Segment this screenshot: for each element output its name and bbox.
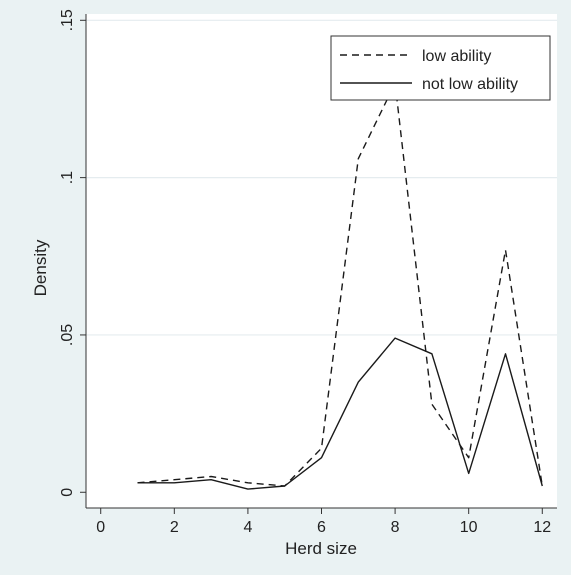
y-axis-title: Density [31,239,50,296]
x-axis-title: Herd size [285,539,357,558]
x-tick-label: 8 [391,519,400,536]
legend: low ability not low ability [330,35,551,101]
x-tick-label: 0 [96,519,105,536]
series-line-not-low-ability [137,337,543,490]
y-tick-label: 0 [59,488,76,497]
x-tick-label: 10 [460,519,478,536]
y-tick-label: .15 [59,9,76,31]
series-line-low-ability [137,82,543,487]
series-layer [137,82,543,490]
x-ticks: 0 2 4 6 8 10 12 [96,508,551,536]
y-tick-label: .1 [59,171,76,184]
gridlines [86,19,557,336]
legend-label-not-low-ability: not low ability [422,76,518,93]
x-tick-label: 2 [170,519,179,536]
x-tick-label: 4 [243,519,252,536]
y-ticks: 0 .05 .1 .15 [59,9,86,497]
legend-box [330,35,551,101]
x-tick-label: 12 [533,519,551,536]
y-tick-label: .05 [59,324,76,346]
x-tick-label: 6 [317,519,326,536]
legend-label-low-ability: low ability [422,48,491,65]
